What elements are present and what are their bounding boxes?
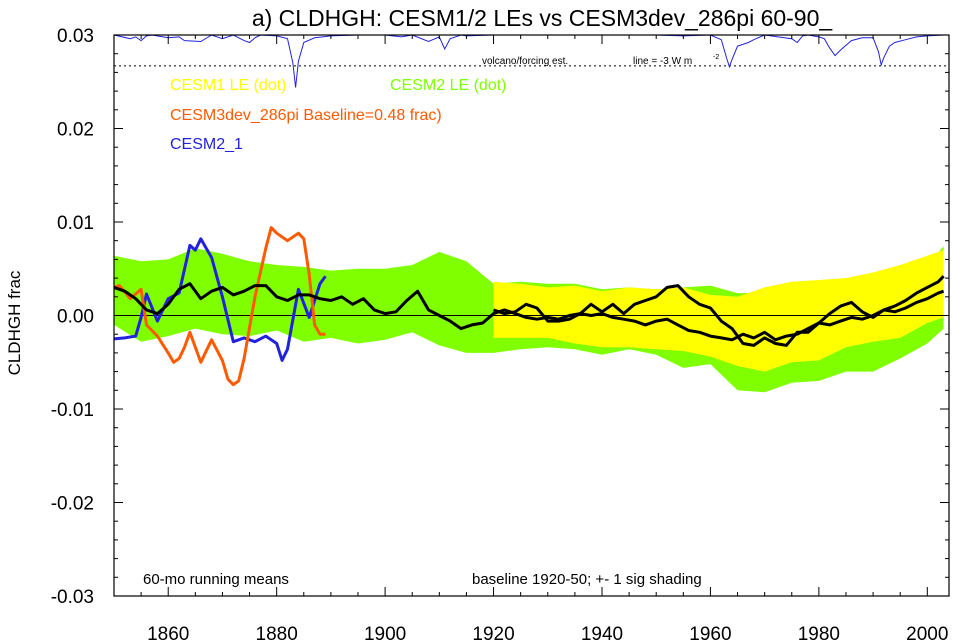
cesm1-le-mean-line [493, 275, 945, 347]
x-tick-label-1960: 1960 [689, 624, 731, 641]
volcano-label: volcano/forcing est. [482, 56, 568, 67]
line-label: line = -3 W m [633, 56, 692, 67]
legend-cesm3: CESM3dev_286pi Baseline=0.48 frac) [170, 107, 442, 124]
y-tick-label: -0.03 [51, 587, 94, 608]
x-tick-label-2000: 2000 [906, 624, 948, 641]
y-tick-label: 0.00 [57, 307, 94, 328]
cesm2-le-mean-line [113, 282, 945, 342]
x-tick-label-1880: 1880 [256, 624, 298, 641]
cesm2-1-line [113, 237, 327, 362]
x-tick-label-1940: 1940 [581, 624, 623, 641]
chart-title: a) CLDHGH: CESM1/2 LEs vs CESM3dev_286pi… [252, 5, 834, 31]
axes: 1860 1880 1900 1920 1940 1960 1980 2000 0.03 0.02… [51, 26, 950, 641]
y-axis-label: CLDHGH frac [5, 270, 24, 375]
x-tick-label-1860: 1860 [147, 624, 189, 641]
y-tick-label: -0.02 [51, 494, 94, 515]
series-lines [113, 226, 945, 387]
x-tick-label-1900: 1900 [364, 624, 406, 641]
x-tick-label-1920: 1920 [472, 624, 514, 641]
legend-cesm2-1: CESM2_1 [170, 136, 243, 153]
y-tick-label: 0.01 [57, 213, 94, 234]
y-tick-label: 0.03 [57, 26, 94, 47]
legend-cesm2: CESM2 LE (dot) [390, 77, 506, 94]
cesm3dev-line [113, 226, 326, 387]
y-tick-label: -0.01 [51, 400, 94, 421]
x-tick-label-1980: 1980 [798, 624, 840, 641]
cesm1-le-band [493, 250, 944, 372]
y-tick-label: 0.02 [57, 120, 94, 141]
line-label-sup: -2 [713, 54, 719, 61]
baseline-note: baseline 1920-50; +- 1 sig shading [472, 571, 702, 588]
legend-cesm1: CESM1 LE (dot) [170, 77, 286, 94]
running-mean-note: 60-mo running means [143, 571, 289, 588]
